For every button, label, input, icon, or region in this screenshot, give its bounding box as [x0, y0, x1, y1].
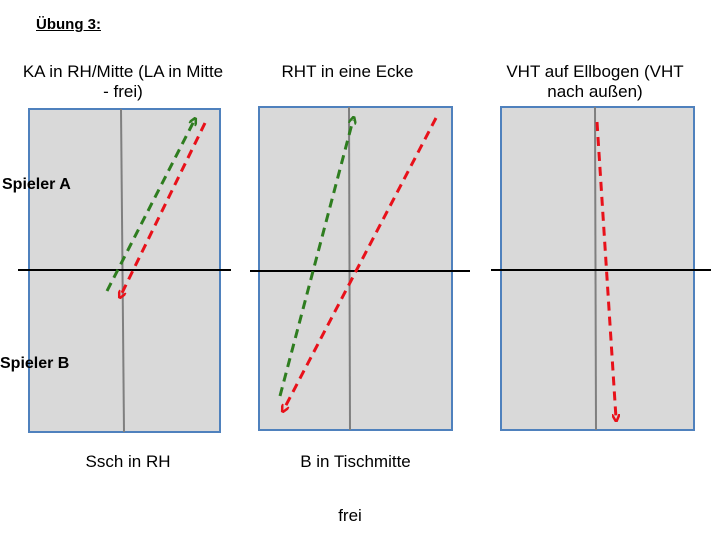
table-3-centerline [594, 106, 597, 431]
footer-note: frei [338, 506, 362, 525]
table-3 [491, 106, 711, 431]
table-2-surface [258, 106, 453, 431]
red-arrow-3 [595, 121, 616, 418]
table-3-surface [500, 106, 695, 431]
table-2-centerline [348, 106, 351, 431]
drill-1-title: KA in RH/Mitte (LA in Mitte - frei) [22, 62, 224, 101]
drill-2-title: RHT in eine Ecke [281, 62, 414, 81]
green-arrow-1 [105, 121, 194, 292]
red-arrow-2 [284, 117, 438, 409]
exercise-title: Übung 3: [36, 16, 101, 33]
player-b-label: Spieler B [0, 355, 70, 372]
green-arrow-2 [278, 120, 353, 397]
table-2 [250, 106, 470, 431]
drill-2-caption: B in Tischmitte [300, 452, 411, 471]
drill-3-title: VHT auf Ellbogen (VHT nach außen) [506, 62, 684, 101]
table-1 [18, 108, 231, 433]
drill-1-caption: Ssch in RH [85, 452, 171, 471]
player-a-label: Spieler A [2, 176, 71, 193]
red-arrow-1 [121, 122, 207, 295]
